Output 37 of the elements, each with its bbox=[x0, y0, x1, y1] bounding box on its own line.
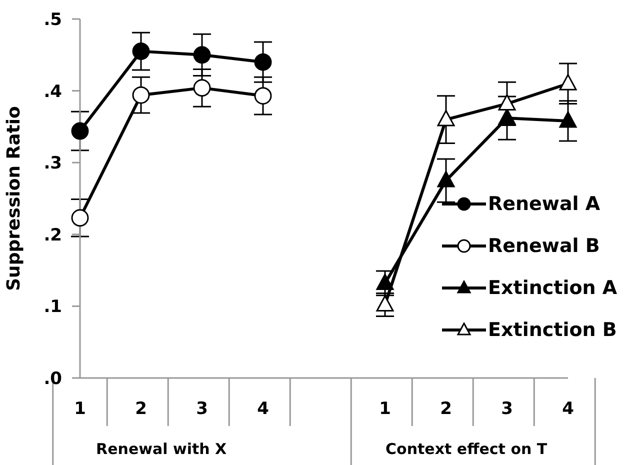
point bbox=[437, 171, 455, 188]
point bbox=[437, 110, 455, 126]
point bbox=[376, 274, 394, 290]
legend-label: Renewal B bbox=[488, 235, 600, 257]
point bbox=[254, 87, 272, 105]
x-tick-label: 2 bbox=[135, 399, 147, 419]
x-tick-label: 1 bbox=[379, 399, 391, 419]
y-tick-label: .0 bbox=[44, 369, 62, 389]
x-tick-label: 3 bbox=[501, 399, 513, 419]
legend-label: Extinction B bbox=[488, 319, 617, 341]
point bbox=[498, 108, 516, 125]
point bbox=[376, 295, 394, 312]
y-tick-label: .3 bbox=[44, 154, 62, 174]
point bbox=[71, 209, 89, 227]
point bbox=[71, 122, 89, 140]
point bbox=[193, 46, 211, 64]
point bbox=[254, 53, 272, 71]
x-tick-label: 3 bbox=[196, 399, 208, 419]
point bbox=[132, 42, 150, 60]
point bbox=[132, 86, 150, 104]
text: Renewal with X bbox=[96, 440, 228, 458]
y-axis-title: Suppression Ratio bbox=[3, 106, 24, 291]
y-tick-label: .1 bbox=[44, 297, 62, 318]
y-tick-label: .2 bbox=[44, 225, 62, 246]
point bbox=[193, 79, 211, 97]
x-tick-label: 1 bbox=[74, 399, 86, 419]
x-tick-label: 4 bbox=[257, 399, 270, 419]
point bbox=[559, 74, 577, 90]
y-tick-label: .4 bbox=[44, 82, 62, 102]
y-tick-label: .5 bbox=[44, 10, 62, 30]
legend-label: Renewal A bbox=[488, 193, 600, 215]
point bbox=[559, 111, 577, 128]
x-tick-label: 2 bbox=[440, 399, 452, 419]
x-tick-label: 4 bbox=[562, 399, 574, 419]
legend-label: Extinction A bbox=[488, 277, 618, 299]
point bbox=[498, 94, 516, 110]
text: Context effect on T bbox=[386, 440, 548, 458]
